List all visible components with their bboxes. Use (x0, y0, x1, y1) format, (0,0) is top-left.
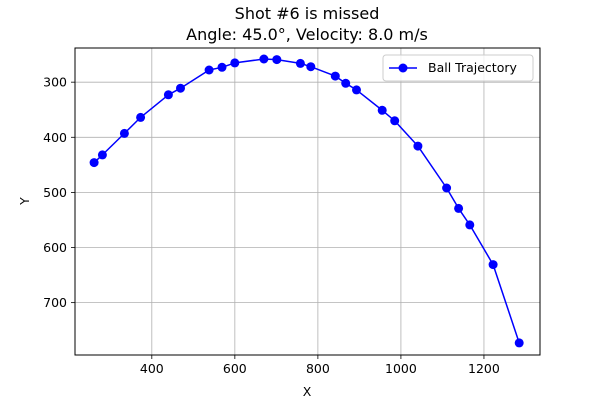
data-point (465, 220, 475, 230)
y-tick-label: 700 (43, 295, 67, 310)
y-tick-label: 600 (43, 240, 67, 255)
y-tick-label: 500 (43, 185, 67, 200)
data-point (176, 83, 185, 93)
plot-frame (74, 47, 541, 356)
data-point (230, 58, 240, 68)
data-point (413, 141, 423, 151)
data-point (272, 55, 282, 65)
data-point (217, 62, 227, 72)
series-layer (89, 54, 524, 348)
grid-lines (75, 48, 540, 355)
data-point (352, 85, 361, 95)
y-tick-label: 400 (43, 130, 67, 145)
data-point (442, 183, 452, 193)
data-point (514, 338, 524, 348)
data-point (330, 71, 340, 81)
data-point (488, 260, 498, 270)
x-tick-label: 800 (306, 361, 330, 376)
chart-title: Shot #6 is missed (235, 4, 380, 23)
legend: Ball Trajectory (382, 54, 534, 82)
y-axis-label: Y (17, 197, 32, 206)
data-point (341, 78, 351, 88)
series-line (93, 58, 520, 344)
legend-label: Ball Trajectory (428, 60, 517, 75)
legend-box (382, 54, 534, 82)
data-point (119, 128, 129, 138)
data-point (163, 90, 173, 100)
data-point (89, 158, 99, 168)
y-tick-label: 300 (43, 75, 67, 90)
axis-ticks: 400 600 800 1000 1200 300 400 500 600 700 (43, 75, 500, 376)
x-tick-label: 1000 (385, 361, 417, 376)
data-point (136, 112, 146, 122)
chart-subtitle: Angle: 45.0°, Velocity: 8.0 m/s (186, 25, 428, 44)
data-point (204, 65, 214, 75)
data-point (390, 116, 400, 126)
data-point (306, 62, 316, 72)
x-tick-label: 600 (223, 361, 247, 376)
data-point (97, 150, 107, 160)
data-point (259, 54, 269, 64)
data-point (377, 105, 387, 115)
x-tick-label: 400 (140, 361, 164, 376)
data-point (295, 58, 305, 68)
x-tick-label: 1200 (468, 361, 500, 376)
x-axis-label: X (303, 384, 312, 399)
legend-marker-swatch (398, 63, 408, 73)
data-point (454, 203, 464, 213)
